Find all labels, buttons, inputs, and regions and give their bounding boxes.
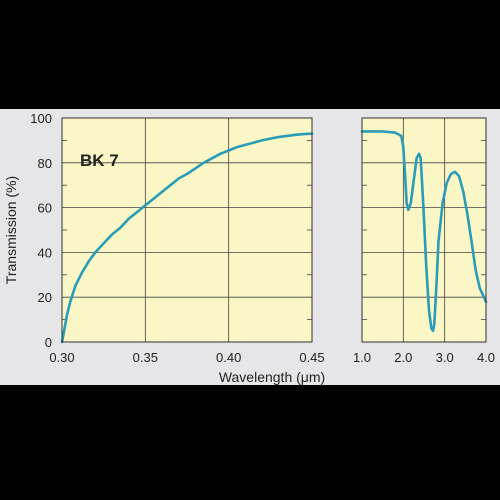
- left-x-tick-labels: 0.30 0.35 0.40 0.45: [49, 350, 324, 365]
- y-axis-label: Transmission (%): [3, 176, 19, 284]
- x-tick-label: 0.45: [299, 350, 324, 365]
- right-minor-ticks: [362, 139, 486, 321]
- x-axis-label: Wavelength (μm): [219, 369, 325, 385]
- right-x-tick-labels: 1.0 2.0 3.0 4.0: [353, 350, 495, 365]
- left-series-line: [60, 132, 314, 344]
- chart-title: BK 7: [80, 151, 119, 170]
- y-tick-label: 80: [38, 156, 52, 171]
- y-tick-label: 60: [38, 201, 52, 216]
- x-tick-label: 0.40: [216, 350, 241, 365]
- x-tick-label: 0.35: [133, 350, 158, 365]
- right-plot-frame: [361, 117, 487, 343]
- x-tick-label: 3.0: [436, 350, 454, 365]
- y-tick-label: 0: [45, 335, 52, 350]
- left-minor-ticks: [62, 139, 312, 321]
- y-tick-label: 20: [38, 290, 52, 305]
- left-panel: 0 20 40 60 80 100 0.30 0.35 0.40 0.45 BK 7 Wavel…: [3, 111, 325, 385]
- x-tick-label: 1.0: [353, 350, 371, 365]
- right-panel: 1.0 2.0 3.0 4.0: [353, 117, 495, 365]
- left-plot-frame: [61, 117, 313, 343]
- x-tick-label: 4.0: [477, 350, 495, 365]
- left-y-tick-labels: 0 20 40 60 80 100: [30, 111, 52, 350]
- right-series-line: [360, 130, 488, 333]
- x-tick-label: 0.30: [49, 350, 74, 365]
- y-tick-label: 40: [38, 245, 52, 260]
- x-tick-label: 2.0: [394, 350, 412, 365]
- left-plot-area: [62, 118, 312, 342]
- y-tick-label: 100: [30, 111, 52, 126]
